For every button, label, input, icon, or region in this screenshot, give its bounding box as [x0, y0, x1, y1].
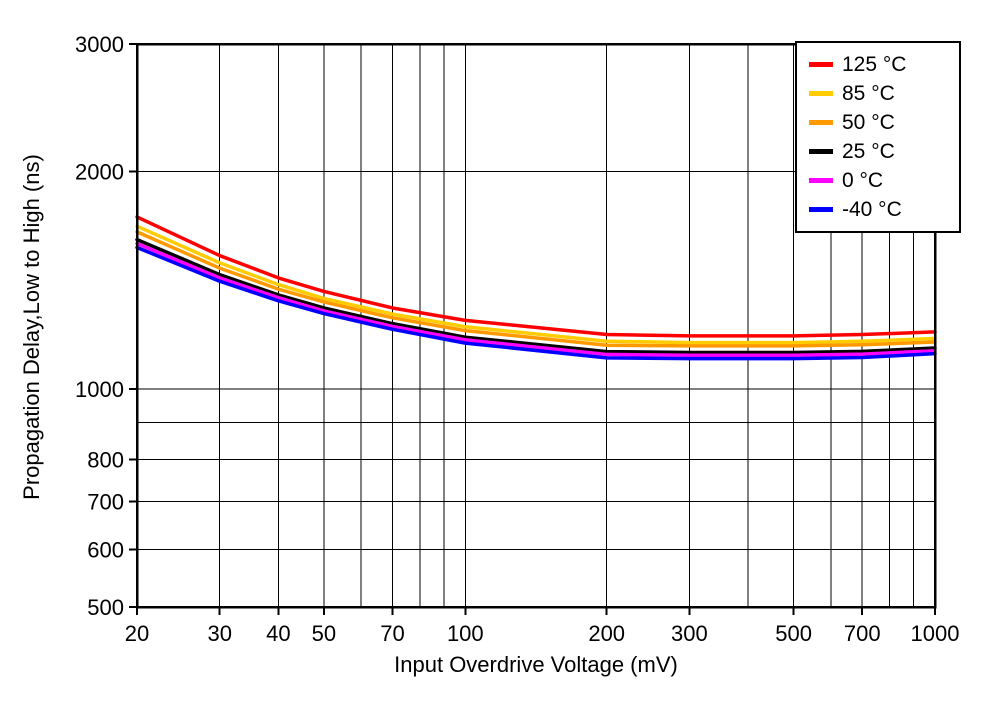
y-tick-label: 700: [87, 489, 124, 514]
legend-swatch: [809, 149, 833, 154]
x-tick-label: 200: [588, 621, 625, 646]
series-line-4: [135, 241, 937, 358]
legend-label: 25 °C: [842, 139, 895, 163]
legend-item-1: 85 °C: [809, 79, 959, 108]
y-tick-label: 1000: [75, 377, 124, 402]
x-tick-label: 700: [844, 621, 881, 646]
y-tick-label: 800: [87, 447, 124, 472]
y-tick-label: 500: [87, 595, 124, 620]
legend-label: 0 °C: [842, 168, 884, 192]
legend-swatch: [809, 91, 833, 96]
legend-item-4: 0 °C: [809, 166, 959, 195]
y-tick-label: 2000: [75, 159, 124, 184]
legend-label: 85 °C: [842, 81, 895, 105]
x-tick-label: 20: [125, 621, 149, 646]
x-tick-label: 40: [266, 621, 290, 646]
legend-swatch: [809, 120, 833, 125]
series-line-1: [135, 224, 937, 345]
x-tick-label: 1000: [911, 621, 960, 646]
legend-label: 50 °C: [842, 110, 895, 134]
legend-item-2: 50 °C: [809, 108, 959, 137]
y-tick-label: 600: [87, 538, 124, 563]
legend-label: 125 °C: [842, 52, 907, 76]
x-tick-label: 30: [207, 621, 231, 646]
legend-swatch: [809, 207, 833, 212]
legend-swatch: [809, 62, 833, 67]
x-tick-label: 50: [312, 621, 336, 646]
series-line-3: [135, 237, 937, 355]
legend-item-3: 25 °C: [809, 137, 959, 166]
legend: 125 °C 85 °C 50 °C 25 °C 0 °C -40 °C: [795, 41, 961, 233]
plot-border: [135, 42, 937, 609]
x-tick-label: 500: [775, 621, 812, 646]
x-axis-label: Input Overdrive Voltage (mV): [394, 652, 678, 677]
legend-label: -40 °C: [842, 197, 902, 221]
legend-item-5: -40 °C: [809, 195, 959, 224]
x-tick-label: 70: [380, 621, 404, 646]
series-line-5: [135, 245, 937, 361]
x-tick-label: 100: [447, 621, 484, 646]
legend-item-0: 125 °C: [809, 50, 959, 79]
y-axis-label: Propagation Delay,Low to High (ns): [19, 154, 44, 500]
series-line-0: [135, 215, 937, 338]
x-tick-label: 300: [671, 621, 708, 646]
legend-swatch: [809, 178, 833, 183]
series-line-2: [135, 230, 937, 348]
y-tick-label: 3000: [75, 32, 124, 57]
